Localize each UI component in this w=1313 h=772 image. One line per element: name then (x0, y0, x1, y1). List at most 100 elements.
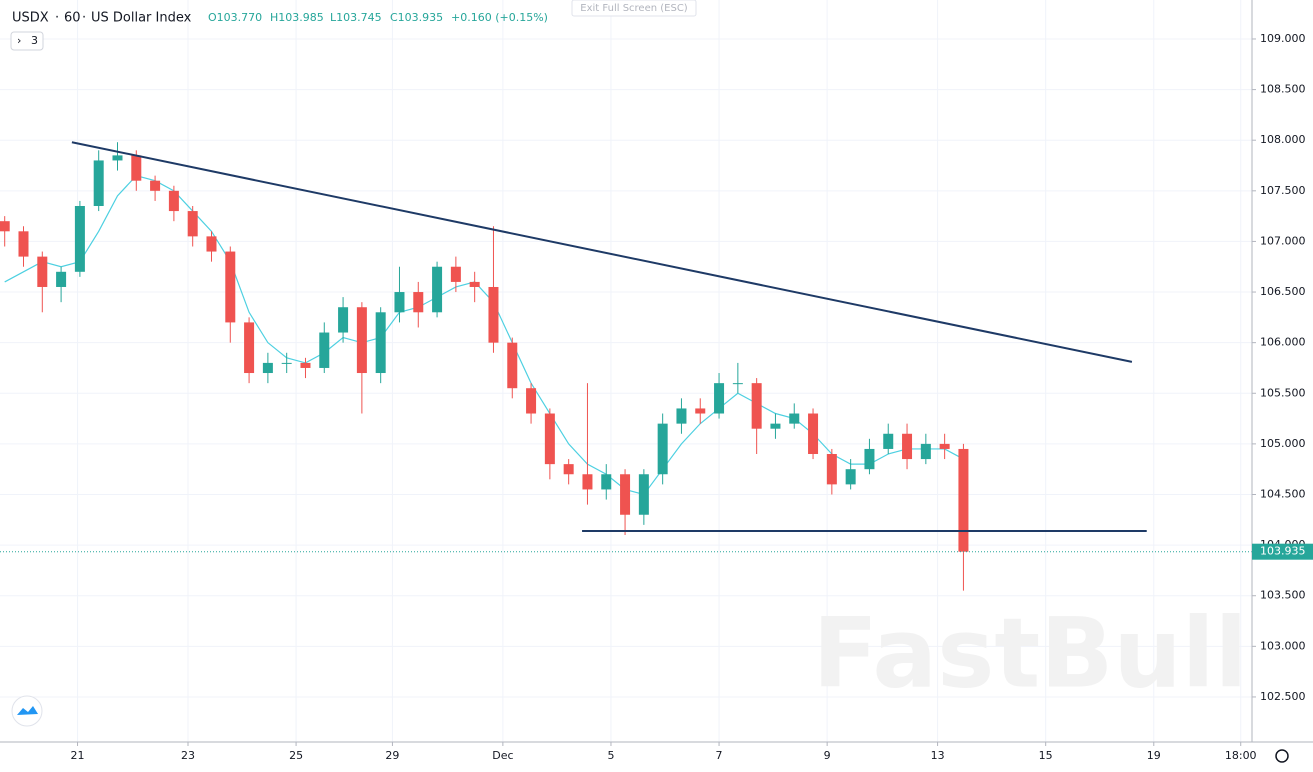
y-tick-label: 106.500 (1260, 285, 1306, 298)
y-tick-label: 107.000 (1260, 234, 1306, 247)
axes: 102.500103.000103.500104.000104.500105.0… (71, 32, 1313, 762)
x-tick-label: 23 (181, 749, 195, 762)
candle-body (319, 332, 330, 368)
chevron[interactable]: › (17, 34, 21, 47)
ohlc-open: O103.770 (208, 11, 262, 24)
candle-body (507, 342, 518, 389)
logo-button[interactable] (11, 695, 43, 727)
candle-body (582, 474, 593, 490)
y-tick-label: 104.500 (1260, 487, 1306, 500)
candle-body (262, 362, 273, 374)
candle-body (187, 211, 198, 237)
indicator-toggle[interactable] (10, 31, 44, 51)
candle-body (168, 190, 179, 212)
ohlc-close: C103.935 (390, 11, 443, 24)
candle-body (657, 423, 668, 475)
last-price-label: 103.935 (1260, 545, 1306, 558)
x-tick-label: 19 (1147, 749, 1161, 762)
fullscreen-hint[interactable]: Exit Full Screen (ESC) (580, 3, 688, 14)
plot (0, 141, 1252, 591)
x-tick-label: 13 (931, 749, 945, 762)
candle-body (526, 388, 537, 414)
moving-average (4, 174, 964, 496)
ohlc-low: L103.745 (330, 11, 382, 24)
candle-body (751, 383, 762, 429)
candle-body (902, 433, 913, 460)
candle-body (939, 443, 950, 449)
candle-body (808, 413, 819, 455)
candle-body (563, 464, 574, 475)
candle-body (375, 312, 386, 374)
logo-icon (17, 706, 38, 715)
x-tick-label: 25 (289, 749, 303, 762)
candle-body (732, 383, 743, 385)
candle-body (56, 271, 67, 287)
watermark: FastBull (812, 597, 1247, 709)
candle-body (544, 413, 555, 465)
y-tick-label: 106.000 (1260, 336, 1306, 349)
candle-body (0, 221, 10, 232)
grid (0, 0, 1252, 742)
candle-body (601, 474, 612, 490)
x-tick-label: 7 (716, 749, 723, 762)
candle-body (18, 231, 29, 257)
candle-body (74, 205, 85, 272)
candle-body (695, 408, 706, 414)
candle-body (112, 155, 123, 161)
candle-body (450, 266, 461, 282)
y-tick-label: 109.000 (1260, 32, 1306, 45)
fullscreen-button[interactable] (571, 0, 697, 17)
candle-body (958, 448, 969, 552)
candle-body (920, 443, 931, 460)
candle-body (789, 413, 800, 424)
x-tick-label: 18:00 (1225, 749, 1257, 762)
candle-body (883, 433, 894, 449)
candle-body (638, 474, 649, 515)
candle-body (864, 448, 875, 470)
candle-body (150, 180, 161, 191)
y-tick-label: 102.500 (1260, 690, 1306, 703)
candle-body (300, 362, 311, 368)
candle-body (281, 362, 292, 364)
x-tick-label: 21 (71, 749, 85, 762)
ohlc-high: H103.985 (270, 11, 324, 24)
settings-icon[interactable] (1275, 749, 1289, 763)
candle-body (93, 160, 104, 206)
x-tick-label: 5 (607, 749, 614, 762)
symbol: USDX (12, 11, 49, 26)
candle-body (845, 469, 856, 485)
trend-line (71, 141, 1133, 363)
indicator-count[interactable]: 3 (31, 34, 38, 47)
x-tick-label: Dec (492, 749, 513, 762)
candle-body (413, 292, 424, 313)
y-tick-label: 108.000 (1260, 133, 1306, 146)
candle-body (338, 307, 349, 333)
candle-body (356, 307, 367, 374)
last-price-tag (1252, 543, 1313, 560)
y-tick-label: 105.500 (1260, 386, 1306, 399)
candle-body (394, 292, 405, 313)
y-tick-label: 107.500 (1260, 184, 1306, 197)
y-tick-label: 105.000 (1260, 437, 1306, 450)
separator: · (82, 11, 86, 26)
x-tick-label: 15 (1039, 749, 1053, 762)
candle-body (676, 408, 687, 424)
change: +0.160 (+0.15%) (451, 11, 548, 24)
instrument-name: US Dollar Index (91, 11, 192, 26)
candle-body (206, 236, 217, 252)
candle-body (37, 256, 48, 287)
candle-body (714, 383, 725, 414)
y-tick-label: 108.500 (1260, 83, 1306, 96)
candle-body (620, 474, 631, 515)
candle-body (432, 266, 443, 313)
candle-body (770, 423, 781, 429)
candle-body (469, 281, 480, 287)
x-tick-label: 29 (385, 749, 399, 762)
candle-body (244, 322, 255, 374)
y-tick-label: 103.000 (1260, 639, 1306, 652)
candle-body (225, 251, 236, 323)
separator: · (55, 11, 59, 26)
